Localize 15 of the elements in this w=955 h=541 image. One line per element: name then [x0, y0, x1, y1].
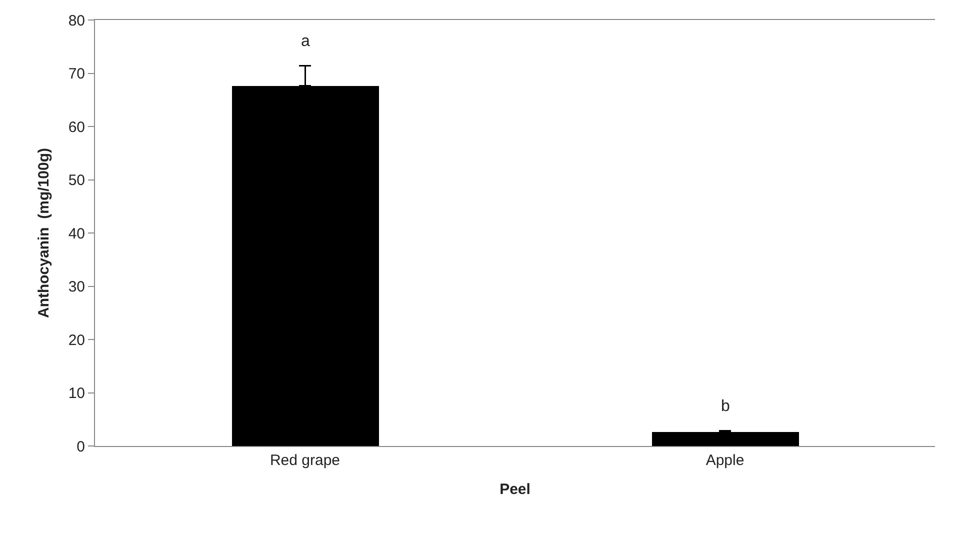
y-tick-label: 60 — [68, 118, 85, 136]
y-axis-title: Anthocyanin (mg/100g) — [36, 148, 53, 318]
x-axis-title: Peel — [500, 481, 530, 498]
annotation: b — [721, 398, 730, 415]
y-tick-label: 0 — [76, 438, 85, 456]
annotation: a — [301, 33, 310, 50]
y-tick-label: 50 — [68, 172, 85, 189]
y-tick-label: 70 — [68, 66, 85, 82]
y-tick-label: 30 — [68, 278, 85, 296]
x-tick-label: Red grape — [270, 452, 340, 469]
x-tick-label: Apple — [706, 452, 744, 469]
y-tick-label: 10 — [68, 385, 85, 402]
y-tick-label: 20 — [68, 332, 85, 349]
y-tick-label: 80 — [68, 12, 85, 30]
y-tick-label: 40 — [68, 225, 85, 242]
